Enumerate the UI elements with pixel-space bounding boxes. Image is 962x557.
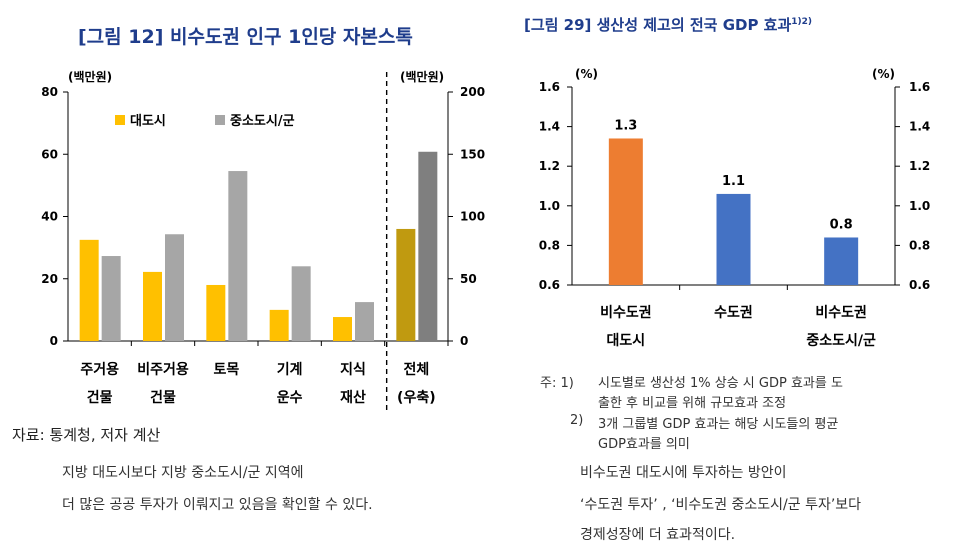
right-chart-title-text: [그림 29] 생산성 제고의 전국 GDP 효과 — [524, 16, 792, 34]
y-unit-right: (%) — [872, 67, 895, 81]
y-tick-label-right: 0.6 — [909, 278, 930, 292]
x-category-label: 건물 — [87, 389, 113, 406]
y-tick-label-left: 1.4 — [539, 120, 560, 134]
bar-small-city — [355, 302, 374, 341]
y-tick-label-right: 0 — [460, 334, 468, 348]
x-category-label: 수도권 — [714, 305, 753, 321]
bar-small-city — [165, 234, 184, 341]
note-1-line-1: 시도별로 생산성 1% 상승 시 GDP 효과를 도 — [598, 376, 843, 391]
y-tick-label-left: 1.2 — [539, 159, 560, 173]
y-tick-label-left: 40 — [41, 210, 58, 224]
y-unit-left: (%) — [575, 67, 598, 81]
left-caption-line-1: 지방 대도시보다 지방 중소도시/군 지역에 — [62, 465, 304, 481]
legend-swatch — [215, 115, 225, 125]
x-category-label: 지식 — [340, 362, 366, 378]
x-category-label: 비주거용 — [137, 362, 189, 378]
y-tick-label-right: 150 — [460, 147, 485, 161]
y-tick-label-left: 20 — [41, 272, 58, 286]
y-unit-right: (백만원) — [400, 69, 444, 84]
y-tick-label-right: 0.8 — [909, 238, 930, 252]
right-chart-title: [그림 29] 생산성 제고의 전국 GDP 효과1)2) — [524, 14, 812, 35]
bar-large-city — [333, 317, 352, 341]
y-unit-left: (백만원) — [68, 69, 112, 84]
y-tick-label-right: 50 — [460, 272, 477, 286]
x-category-label: 비수도권 — [600, 305, 652, 321]
y-tick-label-left: 80 — [41, 85, 58, 99]
x-category-label: 주거용 — [80, 362, 119, 378]
x-category-label: 중소도시/군 — [806, 333, 876, 349]
bar-large-city — [143, 271, 162, 341]
gdp-effect-bar — [716, 193, 751, 285]
y-tick-label-left: 1.0 — [539, 199, 560, 213]
data-label: 1.1 — [722, 174, 745, 189]
bar-large-city — [206, 284, 226, 341]
note-2-line-2: GDP효과를 의미 — [598, 437, 690, 452]
x-category-label: 재산 — [340, 389, 366, 406]
y-tick-label-left: 0.6 — [539, 278, 560, 292]
y-tick-label-right: 1.4 — [909, 120, 930, 134]
x-category-label: 기계 — [277, 362, 303, 378]
x-category-label: 운수 — [277, 390, 303, 406]
bar-small-city — [418, 151, 438, 341]
y-tick-label-right: 1.2 — [909, 159, 930, 173]
x-category-label: (우축) — [397, 390, 436, 406]
y-tick-label-left: 1.6 — [539, 80, 560, 94]
x-category-label: 토목 — [213, 362, 239, 378]
y-tick-label-right: 100 — [460, 210, 485, 224]
right-chart-title-footnote: 1)2) — [791, 17, 813, 27]
left-caption-line-2: 더 많은 공공 투자가 이뤄지고 있음을 확인할 수 있다. — [62, 497, 373, 513]
bar-large-city — [79, 239, 99, 341]
legend-label: 대도시 — [130, 114, 166, 129]
bar-large-city — [269, 309, 289, 341]
legend-label: 중소도시/군 — [230, 114, 295, 129]
note-2-prefix: 2) — [570, 413, 584, 428]
left-chart-title: [그림 12] 비수도권 인구 1인당 자본스톡 — [78, 26, 413, 48]
bar-small-city — [291, 266, 311, 341]
note-1-prefix: 주: 1) — [540, 376, 574, 391]
y-tick-label-left: 60 — [41, 147, 58, 161]
x-category-label: 비수도권 — [815, 305, 867, 321]
bar-small-city — [101, 256, 121, 341]
y-tick-label-right: 200 — [460, 85, 485, 99]
data-label: 1.3 — [614, 118, 637, 133]
y-tick-label-left: 0.8 — [539, 238, 560, 252]
right-caption-line-3: 경제성장에 더 효과적이다. — [580, 527, 736, 543]
x-category-label: 건물 — [150, 389, 176, 406]
y-tick-label-left: 0 — [50, 334, 58, 348]
data-label: 0.8 — [830, 217, 853, 232]
gdp-effect-bar — [608, 138, 643, 285]
right-caption-line-1: 비수도권 대도시에 투자하는 방안이 — [580, 465, 787, 481]
bar-small-city — [228, 171, 248, 341]
x-category-label: 전체 — [403, 361, 429, 378]
right-caption-line-2: ‘수도권 투자’ , ‘비수도권 중소도시/군 투자’보다 — [580, 497, 862, 513]
x-category-label: 대도시 — [607, 333, 646, 349]
y-tick-label-right: 1.6 — [909, 80, 930, 94]
y-tick-label-right: 1.0 — [909, 199, 930, 213]
note-2-line-1: 3개 그룹별 GDP 효과는 해당 시도들의 평균 — [598, 417, 839, 432]
legend-swatch — [115, 115, 125, 125]
note-1-line-2: 출한 후 비교를 위해 규모효과 조정 — [598, 396, 787, 411]
source-text: 자료: 통계청, 저자 계산 — [12, 426, 161, 444]
gdp-effect-bar — [824, 237, 859, 285]
bar-large-city — [396, 228, 416, 341]
